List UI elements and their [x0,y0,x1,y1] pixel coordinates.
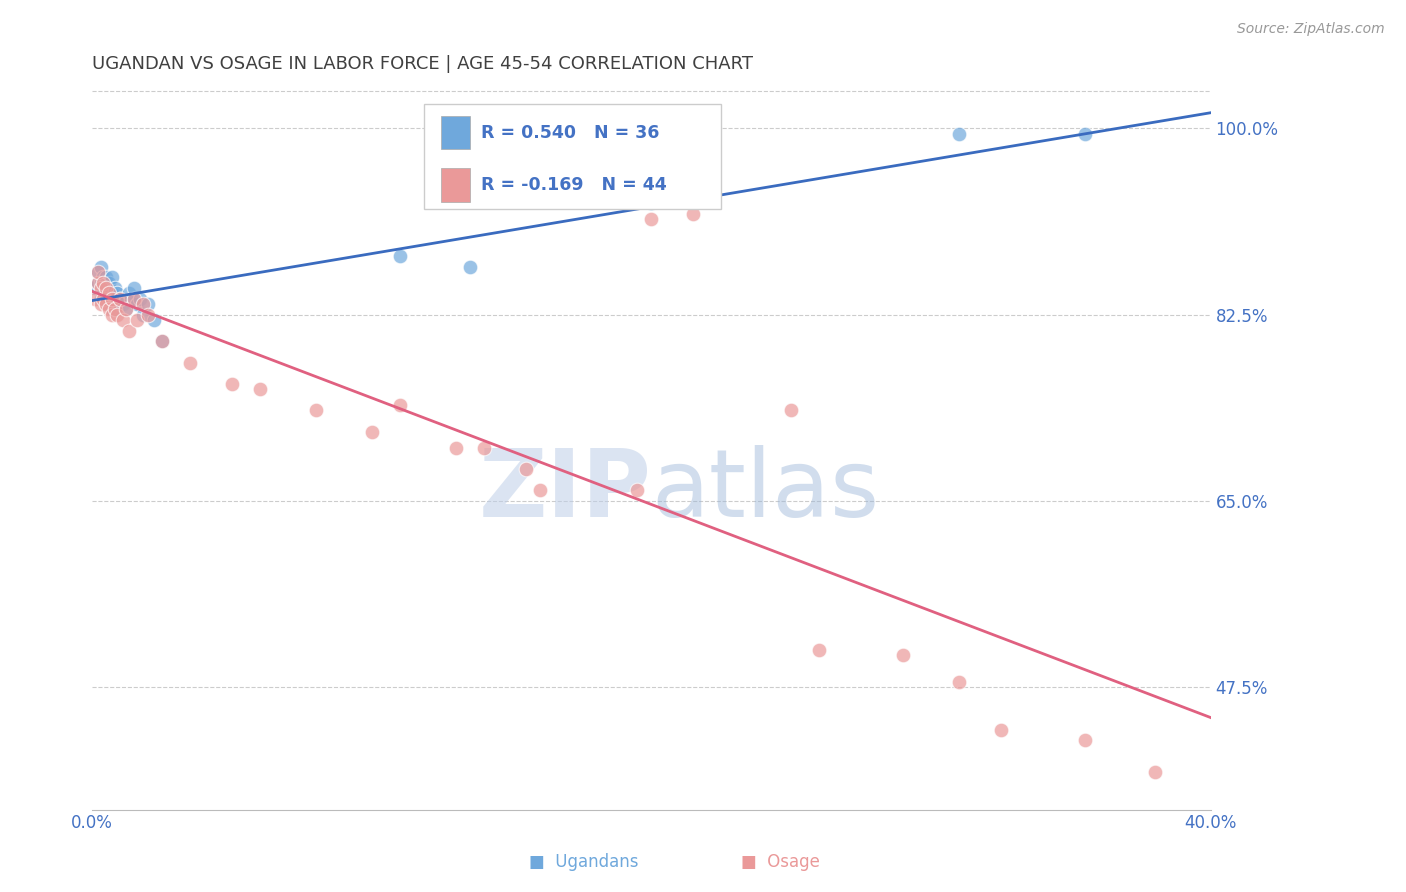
Point [150,334,173,349]
Point [97,292,120,306]
Point [108,292,131,306]
Point [111,297,134,311]
Point [122,292,145,306]
FancyBboxPatch shape [441,116,470,150]
Text: R = -0.169   N = 44: R = -0.169 N = 44 [481,176,668,194]
Point [90,281,112,295]
Point [87,276,110,290]
Point [640,195,662,210]
Point [105,302,128,317]
Point [388,249,411,263]
Text: R = 0.540   N = 36: R = 0.540 N = 36 [481,124,659,142]
Point [96,281,118,295]
Point [103,297,125,311]
Point [120,292,142,306]
Point [891,648,914,663]
Point [108,292,131,306]
Point [472,441,495,455]
Point [96,270,118,285]
Point [100,308,122,322]
Point [90,276,112,290]
Point [87,265,110,279]
FancyBboxPatch shape [425,103,721,209]
Point [125,297,148,311]
Point [90,292,112,306]
Point [84,292,107,306]
Point [103,302,125,317]
Text: ■  Ugandans: ■ Ugandans [529,853,638,871]
Point [221,376,243,391]
Point [1074,733,1097,747]
Point [529,483,551,498]
Point [136,297,159,311]
Point [128,292,150,306]
Point [90,260,112,274]
Point [131,308,153,322]
Point [87,265,110,279]
Point [97,286,120,301]
Point [142,313,165,327]
Text: ■  Osage: ■ Osage [741,853,820,871]
Point [100,302,122,317]
Point [96,297,118,311]
Point [515,462,537,476]
Point [103,281,125,295]
Point [990,723,1012,737]
Point [93,286,115,301]
Point [249,382,271,396]
Point [97,302,120,317]
Point [96,292,118,306]
Point [84,281,107,295]
Point [105,308,128,322]
Text: ZIP: ZIP [478,445,651,537]
Point [90,297,112,311]
Point [179,355,201,369]
Point [444,441,467,455]
Point [93,292,115,306]
Point [114,302,136,317]
Point [117,286,139,301]
Point [640,211,662,226]
Point [100,270,122,285]
Point [780,403,803,417]
Point [93,276,115,290]
Point [458,260,481,274]
Point [93,270,115,285]
Point [131,297,153,311]
Point [388,398,411,412]
FancyBboxPatch shape [441,169,470,202]
Point [100,292,122,306]
Point [948,674,970,689]
Point [87,276,110,290]
Point [100,286,122,301]
Text: Source: ZipAtlas.com: Source: ZipAtlas.com [1237,22,1385,37]
Point [1143,765,1166,780]
Point [305,403,328,417]
Text: atlas: atlas [651,445,880,537]
Point [97,276,120,290]
Point [626,483,648,498]
Point [125,313,148,327]
Point [948,127,970,141]
Point [150,334,173,349]
Point [111,313,134,327]
Point [117,324,139,338]
Point [682,206,704,220]
Point [808,643,831,657]
Point [136,308,159,322]
Point [114,302,136,317]
Point [360,425,382,439]
Point [105,286,128,301]
Point [1074,127,1097,141]
Point [122,281,145,295]
Text: UGANDAN VS OSAGE IN LABOR FORCE | AGE 45-54 CORRELATION CHART: UGANDAN VS OSAGE IN LABOR FORCE | AGE 45… [93,55,754,73]
